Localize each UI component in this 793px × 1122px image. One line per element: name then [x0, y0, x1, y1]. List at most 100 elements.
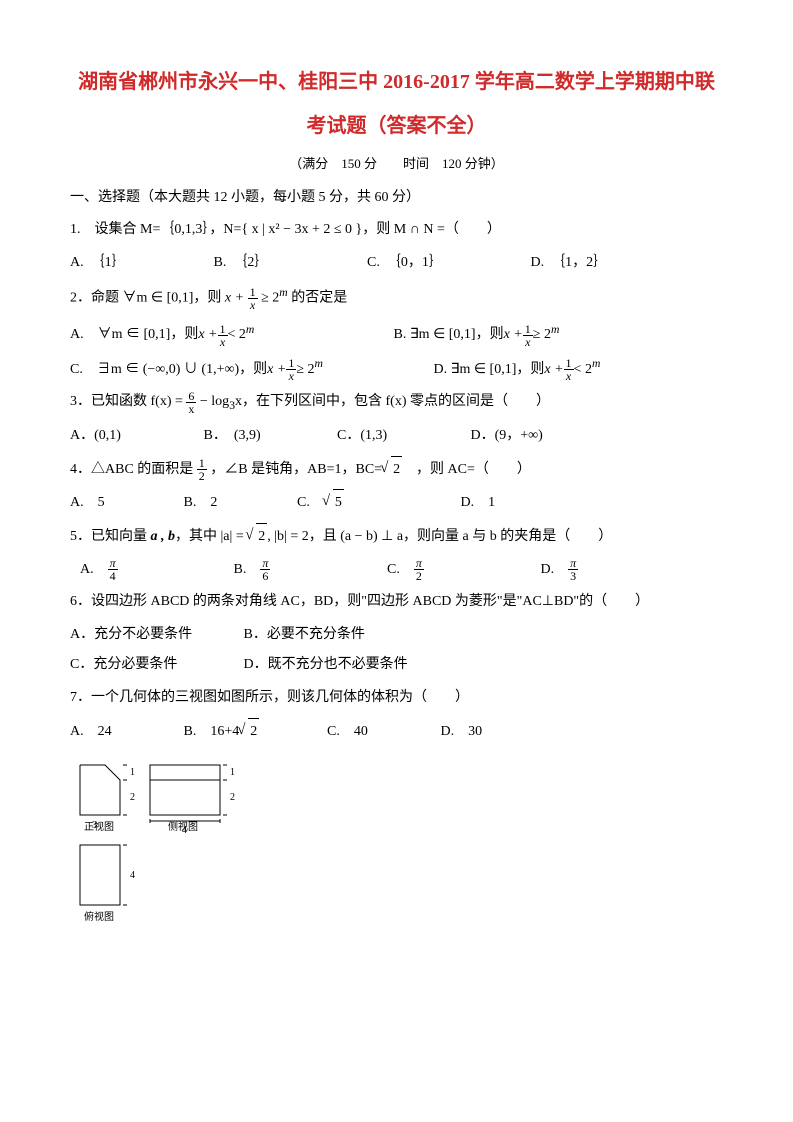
q4-frac: 12: [197, 457, 207, 482]
q4-stem-a: 4．△ABC 的面积是: [70, 462, 197, 477]
q2-c-a: C. ∃m ∈ (−∞,0) ∪ (1,+∞)，则: [70, 357, 267, 384]
q2-opt-d: D. ∃m ∈ [0,1]，则 x + 1x < 2m: [434, 353, 601, 383]
q5-opt-d: D. π3: [541, 557, 579, 584]
q4-stem-c: ，则 AC=（ ）: [402, 462, 531, 477]
q2-options-row2: C. ∃m ∈ (−∞,0) ∪ (1,+∞)，则 x + 1x ≥ 2m D.…: [70, 353, 723, 383]
q2-sup: m: [279, 286, 287, 299]
q4-sqrt2: 2: [382, 456, 402, 484]
q2-c-frac: 1x: [286, 357, 296, 382]
q2-opt-a: A. ∀m ∈ [0,1]，则 x + 1x < 2m: [70, 319, 390, 349]
q2-a-b: < 2: [228, 322, 246, 349]
q2-d-lhs: x +: [544, 357, 563, 384]
q4-c-label: C.: [297, 490, 324, 517]
q5-a-l: A.: [80, 557, 108, 584]
q3-stem-b: − log: [196, 394, 229, 409]
title-line-2: 考试题（答案不全）: [70, 104, 723, 148]
q1-opt-c: C. ｛0，1｝: [367, 250, 527, 277]
question-2: 2．命题 ∀m ∈ [0,1]，则 x + 1x ≥ 2m 的否定是: [70, 282, 723, 312]
q4-opt-d: D. 1: [461, 490, 496, 517]
q3-opt-b: B． (3,9): [204, 423, 334, 450]
q6-opt-d: D．既不充分也不必要条件: [244, 652, 408, 679]
q4-stem-b: ，∠B 是钝角，AB=1，BC=: [207, 462, 382, 477]
question-6: 6．设四边形 ABCD 的两条对角线 AC，BD，则"四边形 ABCD 为菱形"…: [70, 589, 723, 616]
q5-sqrt2: 2: [247, 523, 267, 551]
q5-d-l: D.: [541, 557, 569, 584]
q5-d-frac: π3: [568, 557, 578, 582]
q3-frac: 6x: [186, 390, 196, 415]
q2-d-a: D. ∃m ∈ [0,1]，则: [434, 357, 545, 384]
q2-frac: 1x: [248, 286, 258, 311]
q2-b-b: ≥ 2: [533, 322, 551, 349]
q5-options: A. π4 B. π6 C. π2 D. π3: [70, 557, 723, 584]
q4-opt-c: C. 5: [297, 489, 457, 517]
q5-b-frac: π6: [260, 557, 270, 582]
fig-dim-1b: 1: [230, 767, 235, 778]
question-5: 5．已知向量 a , b，其中 |a| = 2, |b| = 2，且 (a − …: [70, 523, 723, 551]
q2-b-lhs: x +: [504, 322, 523, 349]
q3-options: A．(0,1) B． (3,9) C．(1,3) D．(9，+∞): [70, 423, 723, 450]
q1-opt-a: A. ｛1｝: [70, 250, 210, 277]
q7-opt-a: A. 24: [70, 719, 180, 746]
q2-b-sup: m: [551, 323, 559, 336]
fig-dim-1a: 1: [130, 767, 135, 778]
q2-a-frac: 1x: [218, 323, 228, 348]
q5-c-l: C.: [387, 557, 414, 584]
q2-d-b: < 2: [574, 357, 592, 384]
q2-c-b: ≥ 2: [296, 357, 314, 384]
q1-set: { x | x² − 3x + 2 ≤ 0 }: [241, 222, 362, 237]
q5-b-l: B.: [234, 557, 261, 584]
q1-opt-d: D. ｛1，2｝: [531, 250, 608, 277]
q3-opt-c: C．(1,3): [337, 423, 467, 450]
q2-opt-c: C. ∃m ∈ (−∞,0) ∪ (1,+∞)，则 x + 1x ≥ 2m: [70, 353, 430, 383]
q2-c-sup: m: [315, 357, 323, 370]
q5-c-frac: π2: [414, 557, 424, 582]
q2-opt-b: B. ∃m ∈ [0,1]，则 x + 1x ≥ 2m: [394, 319, 560, 349]
q5-a-d: 4: [108, 570, 118, 582]
q4-opt-b: B. 2: [184, 490, 294, 517]
q5-stem-c: , |b| = 2，且 (a − b) ⊥ a，则向量 a 与 b 的夹角是（ …: [267, 529, 612, 544]
fig-dim-2b: 2: [230, 792, 235, 803]
section-1-heading: 一、选择题（本大题共 12 小题，每小题 5 分，共 60 分）: [70, 185, 723, 212]
q5-stem-b: ，其中 |a| =: [175, 529, 247, 544]
q2-expr-lhs: x +: [225, 291, 248, 306]
q3-stem-c: x，在下列区间中，包含 f(x) 零点的区间是（ ）: [235, 394, 550, 409]
q1-stem-b: ，则 M ∩ N =（ ）: [362, 222, 501, 237]
q7-opt-c: C. 40: [327, 719, 437, 746]
q1-options: A. ｛1｝ B. ｛2｝ C. ｛0，1｝ D. ｛1，2｝: [70, 250, 723, 277]
q5-c-d: 2: [414, 570, 424, 582]
q7-opt-d: D. 30: [441, 719, 483, 746]
question-1: 1. 设集合 M=｛0,1,3｝，N={ x | x² − 3x + 2 ≤ 0…: [70, 217, 723, 244]
q6-opt-c: C．充分必要条件: [70, 652, 240, 679]
q5-d-d: 3: [568, 570, 578, 582]
q2-d-frac: 1x: [564, 357, 574, 382]
question-4: 4．△ABC 的面积是 12 ，∠B 是钝角，AB=1，BC=2 ，则 AC=（…: [70, 456, 723, 484]
q7-b-a: B. 16+: [184, 719, 233, 746]
q1-stem-a: 1. 设集合 M=｛0,1,3｝，N=: [70, 222, 241, 237]
q6-opt-b: B．必要不充分条件: [244, 622, 365, 649]
q2-a-lhs: x +: [198, 322, 217, 349]
question-3: 3．已知函数 f(x) = 6x − log3x，在下列区间中，包含 f(x) …: [70, 389, 723, 417]
q5-opt-a: A. π4: [80, 557, 230, 584]
q5-stem-a: 5．已知向量: [70, 529, 151, 544]
q5-opt-b: B. π6: [234, 557, 384, 584]
q5-a-frac: π4: [108, 557, 118, 582]
q4-opt-a: A. 5: [70, 490, 180, 517]
q5-b-d: 6: [260, 570, 270, 582]
q2-a-sup: m: [246, 323, 254, 336]
question-7: 7．一个几何体的三视图如图所示，则该几何体的体积为（ ）: [70, 685, 723, 712]
q2-b-frac: 1x: [523, 323, 533, 348]
exam-meta: （满分 150 分 时间 120 分钟）: [70, 152, 723, 177]
q2-stem-a: 2．命题 ∀m ∈ [0,1]，则: [70, 291, 225, 306]
fig-label-front: 正视图: [84, 820, 114, 833]
three-views-svg: 1 2 1 2 4 3 4 正视图 侧视图 俯视图: [70, 755, 270, 925]
q6-options-row1: A．充分不必要条件 B．必要不充分条件: [70, 622, 723, 649]
title-line-1: 湖南省郴州市永兴一中、桂阳三中 2016-2017 学年高二数学上学期期中联: [70, 60, 723, 104]
q2-options-row1: A. ∀m ∈ [0,1]，则 x + 1x < 2m B. ∃m ∈ [0,1…: [70, 319, 723, 349]
q5-opt-c: C. π2: [387, 557, 537, 584]
q4-options: A. 5 B. 2 C. 5 D. 1: [70, 489, 723, 517]
q3-opt-a: A．(0,1): [70, 423, 200, 450]
three-view-figures: 1 2 1 2 4 3 4 正视图 侧视图 俯视图: [70, 755, 723, 925]
q2-c-lhs: x +: [267, 357, 286, 384]
fig-label-side: 侧视图: [168, 820, 198, 833]
q2-expr-rhs: ≥ 2: [261, 291, 279, 306]
